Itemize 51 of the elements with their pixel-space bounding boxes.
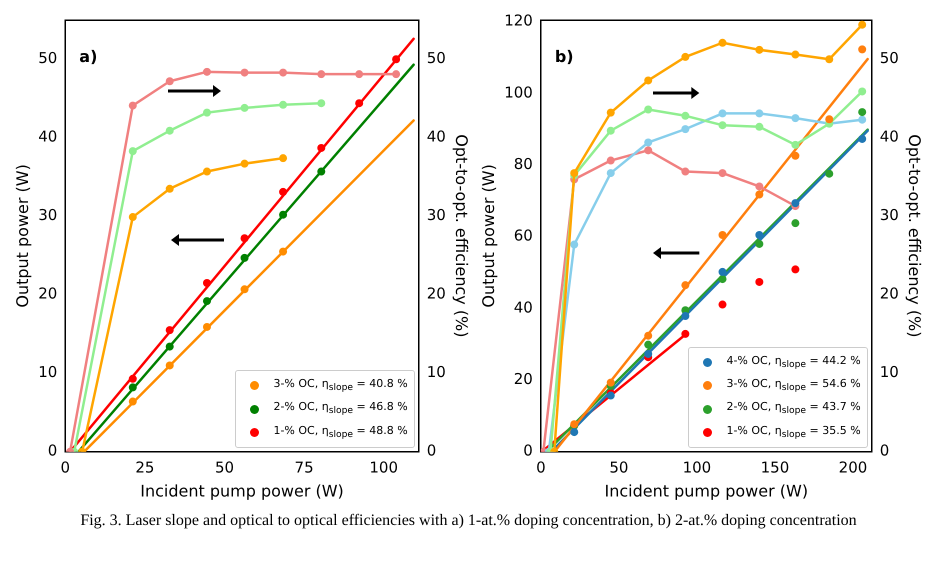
y2-tick-label: 20 [880, 284, 899, 303]
y-tick-label: 100 [504, 83, 533, 102]
y2-tick-label: 10 [880, 363, 899, 382]
y-tick-label: 20 [38, 284, 58, 303]
y-tick-label: 120 [504, 12, 533, 30]
y2-tick-label: 50 [426, 49, 446, 68]
x-tick-label: 150 [760, 458, 790, 477]
x-tick-label: 50 [214, 458, 234, 477]
y2-tick-label: 50 [880, 49, 899, 68]
y2-tick-label: 40 [426, 128, 446, 146]
y2-axis-title: Opt-to-opt. efficiency (%) [905, 134, 924, 338]
legend-label: 2-% OC, η$_{slope}$ = 43.7 % [726, 399, 861, 419]
x-tick-label: 0 [60, 458, 70, 477]
x-tick-label: 100 [682, 458, 712, 477]
y-tick-label: 60 [514, 226, 533, 245]
y-tick-label: 20 [514, 370, 533, 388]
legend-label: 2-% OC, η$_{slope}$ = 46.8 % [273, 399, 408, 419]
y2-tick-label: 10 [426, 363, 446, 382]
y-tick-label: 10 [38, 363, 58, 382]
x-tick-label: 0 [536, 458, 546, 477]
x-axis-title: Incident pump power (W) [604, 482, 808, 501]
x-tick-label: 75 [294, 458, 314, 477]
legend-label: 4-% OC, η$_{slope}$ = 44.2 % [726, 353, 861, 372]
y2-tick-label: 20 [426, 284, 446, 303]
x-tick-label: 50 [609, 458, 628, 477]
x-tick-label: 200 [838, 458, 868, 477]
y-tick-label: 40 [514, 298, 533, 316]
x-tick-label: 100 [369, 458, 398, 477]
y-tick-label: 0 [523, 442, 533, 460]
annotation: a) [79, 47, 98, 66]
legend-label: 3-% OC, η$_{slope}$ = 40.8 % [273, 376, 408, 396]
annotation: b) [554, 47, 574, 66]
legend-label: 1-% OC, η$_{slope}$ = 35.5 % [726, 422, 861, 442]
y-axis-title: Output power (W) [478, 164, 498, 308]
y-tick-label: 80 [514, 155, 533, 174]
y2-axis-title: Opt-to-opt. efficiency (%) [452, 134, 472, 338]
legend-label: 3-% OC, η$_{slope}$ = 54.6 % [726, 376, 861, 396]
y2-tick-label: 0 [426, 442, 436, 460]
y-tick-label: 0 [48, 442, 58, 460]
y2-tick-label: 40 [880, 128, 899, 146]
legend-label: 1-% OC, η$_{slope}$ = 48.8 % [273, 422, 408, 442]
caption: Fig. 3. Laser slope and optical to optical efficiencies with a) 1-at.% doping concentration, b) 2-at.% doping concentration [80, 512, 857, 529]
y2-tick-label: 0 [880, 442, 890, 460]
y-tick-label: 50 [38, 49, 58, 68]
y2-tick-label: 30 [426, 206, 446, 224]
x-tick-label: 25 [135, 458, 154, 477]
y-axis-title: Output power (W) [12, 164, 32, 308]
y-tick-label: 40 [38, 128, 58, 146]
x-axis-title: Incident pump power (W) [140, 482, 344, 501]
y-tick-label: 30 [38, 206, 58, 224]
y2-tick-label: 30 [880, 206, 899, 224]
